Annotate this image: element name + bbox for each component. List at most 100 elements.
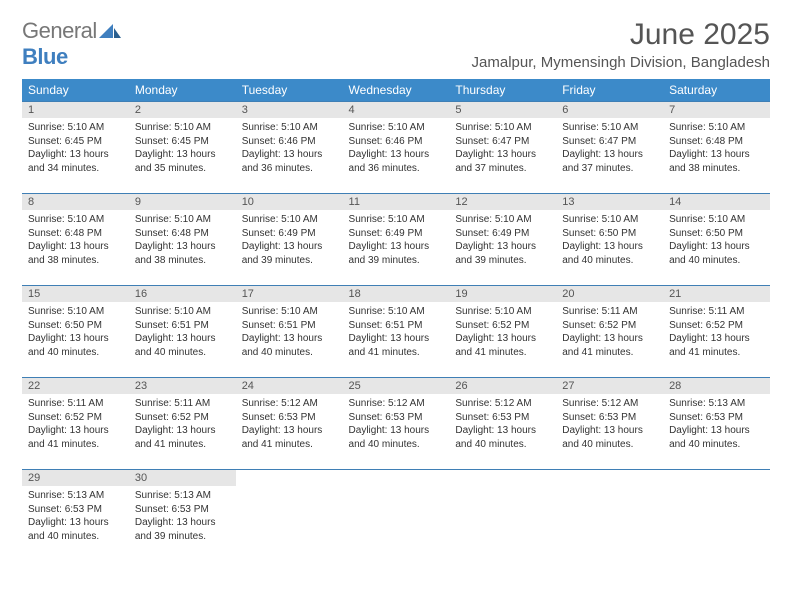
day-number: 2 [129,102,236,118]
day-data: Sunrise: 5:10 AMSunset: 6:49 PMDaylight:… [449,210,556,267]
calendar-cell: 19Sunrise: 5:10 AMSunset: 6:52 PMDayligh… [449,286,556,378]
day-data: Sunrise: 5:10 AMSunset: 6:45 PMDaylight:… [129,118,236,175]
calendar-cell: 30Sunrise: 5:13 AMSunset: 6:53 PMDayligh… [129,470,236,562]
calendar-row: 22Sunrise: 5:11 AMSunset: 6:52 PMDayligh… [22,378,770,470]
calendar-cell: 11Sunrise: 5:10 AMSunset: 6:49 PMDayligh… [343,194,450,286]
day-number: 12 [449,194,556,210]
calendar-row: 29Sunrise: 5:13 AMSunset: 6:53 PMDayligh… [22,470,770,562]
calendar-cell: 13Sunrise: 5:10 AMSunset: 6:50 PMDayligh… [556,194,663,286]
day-data: Sunrise: 5:10 AMSunset: 6:48 PMDaylight:… [129,210,236,267]
calendar-cell: 1Sunrise: 5:10 AMSunset: 6:45 PMDaylight… [22,102,129,194]
day-data: Sunrise: 5:10 AMSunset: 6:52 PMDaylight:… [449,302,556,359]
calendar-cell: 17Sunrise: 5:10 AMSunset: 6:51 PMDayligh… [236,286,343,378]
day-number: 28 [663,378,770,394]
brand-logo: General Blue [22,18,121,70]
day-number: 8 [22,194,129,210]
day-data: Sunrise: 5:10 AMSunset: 6:50 PMDaylight:… [556,210,663,267]
day-data: Sunrise: 5:10 AMSunset: 6:47 PMDaylight:… [556,118,663,175]
weekday-header: Saturday [663,79,770,102]
calendar-cell: 28Sunrise: 5:13 AMSunset: 6:53 PMDayligh… [663,378,770,470]
day-data: Sunrise: 5:10 AMSunset: 6:50 PMDaylight:… [663,210,770,267]
day-data: Sunrise: 5:10 AMSunset: 6:48 PMDaylight:… [663,118,770,175]
calendar-body: 1Sunrise: 5:10 AMSunset: 6:45 PMDaylight… [22,102,770,562]
day-data: Sunrise: 5:11 AMSunset: 6:52 PMDaylight:… [663,302,770,359]
brand-text-general: General [22,18,97,43]
day-data: Sunrise: 5:13 AMSunset: 6:53 PMDaylight:… [129,486,236,543]
day-number: 25 [343,378,450,394]
calendar-row: 8Sunrise: 5:10 AMSunset: 6:48 PMDaylight… [22,194,770,286]
day-number: 29 [22,470,129,486]
calendar-cell: 8Sunrise: 5:10 AMSunset: 6:48 PMDaylight… [22,194,129,286]
day-number: 19 [449,286,556,302]
day-data: Sunrise: 5:10 AMSunset: 6:50 PMDaylight:… [22,302,129,359]
day-number: 14 [663,194,770,210]
day-number: 16 [129,286,236,302]
day-data: Sunrise: 5:12 AMSunset: 6:53 PMDaylight:… [236,394,343,451]
weekday-header: Wednesday [343,79,450,102]
day-data: Sunrise: 5:10 AMSunset: 6:45 PMDaylight:… [22,118,129,175]
calendar-cell: 22Sunrise: 5:11 AMSunset: 6:52 PMDayligh… [22,378,129,470]
calendar-cell: 6Sunrise: 5:10 AMSunset: 6:47 PMDaylight… [556,102,663,194]
brand-text-blue: Blue [22,44,68,69]
day-number: 24 [236,378,343,394]
weekday-header: Sunday [22,79,129,102]
day-number: 11 [343,194,450,210]
day-number: 6 [556,102,663,118]
day-number: 27 [556,378,663,394]
day-data: Sunrise: 5:10 AMSunset: 6:46 PMDaylight:… [343,118,450,175]
day-data: Sunrise: 5:10 AMSunset: 6:51 PMDaylight:… [236,302,343,359]
calendar-cell: 25Sunrise: 5:12 AMSunset: 6:53 PMDayligh… [343,378,450,470]
day-number: 21 [663,286,770,302]
calendar-row: 1Sunrise: 5:10 AMSunset: 6:45 PMDaylight… [22,102,770,194]
calendar-cell [236,470,343,562]
calendar-cell: 27Sunrise: 5:12 AMSunset: 6:53 PMDayligh… [556,378,663,470]
month-title: June 2025 [472,18,770,52]
calendar-cell: 2Sunrise: 5:10 AMSunset: 6:45 PMDaylight… [129,102,236,194]
calendar-cell: 24Sunrise: 5:12 AMSunset: 6:53 PMDayligh… [236,378,343,470]
calendar-row: 15Sunrise: 5:10 AMSunset: 6:50 PMDayligh… [22,286,770,378]
calendar-cell [343,470,450,562]
day-data: Sunrise: 5:13 AMSunset: 6:53 PMDaylight:… [663,394,770,451]
day-data: Sunrise: 5:10 AMSunset: 6:47 PMDaylight:… [449,118,556,175]
day-number: 7 [663,102,770,118]
day-number: 3 [236,102,343,118]
day-number: 18 [343,286,450,302]
day-data: Sunrise: 5:12 AMSunset: 6:53 PMDaylight:… [556,394,663,451]
day-number: 10 [236,194,343,210]
day-data: Sunrise: 5:12 AMSunset: 6:53 PMDaylight:… [343,394,450,451]
day-data: Sunrise: 5:10 AMSunset: 6:49 PMDaylight:… [236,210,343,267]
calendar-header-row: SundayMondayTuesdayWednesdayThursdayFrid… [22,79,770,102]
calendar-cell: 20Sunrise: 5:11 AMSunset: 6:52 PMDayligh… [556,286,663,378]
day-number: 22 [22,378,129,394]
day-number: 17 [236,286,343,302]
header: General Blue June 2025 Jamalpur, Mymensi… [22,18,770,71]
day-number: 23 [129,378,236,394]
calendar-table: SundayMondayTuesdayWednesdayThursdayFrid… [22,79,770,562]
calendar-cell: 23Sunrise: 5:11 AMSunset: 6:52 PMDayligh… [129,378,236,470]
day-data: Sunrise: 5:10 AMSunset: 6:48 PMDaylight:… [22,210,129,267]
calendar-cell: 5Sunrise: 5:10 AMSunset: 6:47 PMDaylight… [449,102,556,194]
day-number: 15 [22,286,129,302]
day-number: 30 [129,470,236,486]
calendar-cell: 29Sunrise: 5:13 AMSunset: 6:53 PMDayligh… [22,470,129,562]
day-number: 4 [343,102,450,118]
day-number: 5 [449,102,556,118]
calendar-cell: 15Sunrise: 5:10 AMSunset: 6:50 PMDayligh… [22,286,129,378]
day-data: Sunrise: 5:10 AMSunset: 6:46 PMDaylight:… [236,118,343,175]
day-data: Sunrise: 5:13 AMSunset: 6:53 PMDaylight:… [22,486,129,543]
day-number: 20 [556,286,663,302]
calendar-cell: 7Sunrise: 5:10 AMSunset: 6:48 PMDaylight… [663,102,770,194]
weekday-header: Thursday [449,79,556,102]
calendar-cell [663,470,770,562]
calendar-cell: 12Sunrise: 5:10 AMSunset: 6:49 PMDayligh… [449,194,556,286]
weekday-header: Monday [129,79,236,102]
day-number: 13 [556,194,663,210]
calendar-cell: 18Sunrise: 5:10 AMSunset: 6:51 PMDayligh… [343,286,450,378]
calendar-cell: 4Sunrise: 5:10 AMSunset: 6:46 PMDaylight… [343,102,450,194]
day-data: Sunrise: 5:11 AMSunset: 6:52 PMDaylight:… [22,394,129,451]
sail-icon [99,18,121,44]
day-data: Sunrise: 5:12 AMSunset: 6:53 PMDaylight:… [449,394,556,451]
calendar-cell: 14Sunrise: 5:10 AMSunset: 6:50 PMDayligh… [663,194,770,286]
day-data: Sunrise: 5:10 AMSunset: 6:49 PMDaylight:… [343,210,450,267]
day-data: Sunrise: 5:11 AMSunset: 6:52 PMDaylight:… [556,302,663,359]
